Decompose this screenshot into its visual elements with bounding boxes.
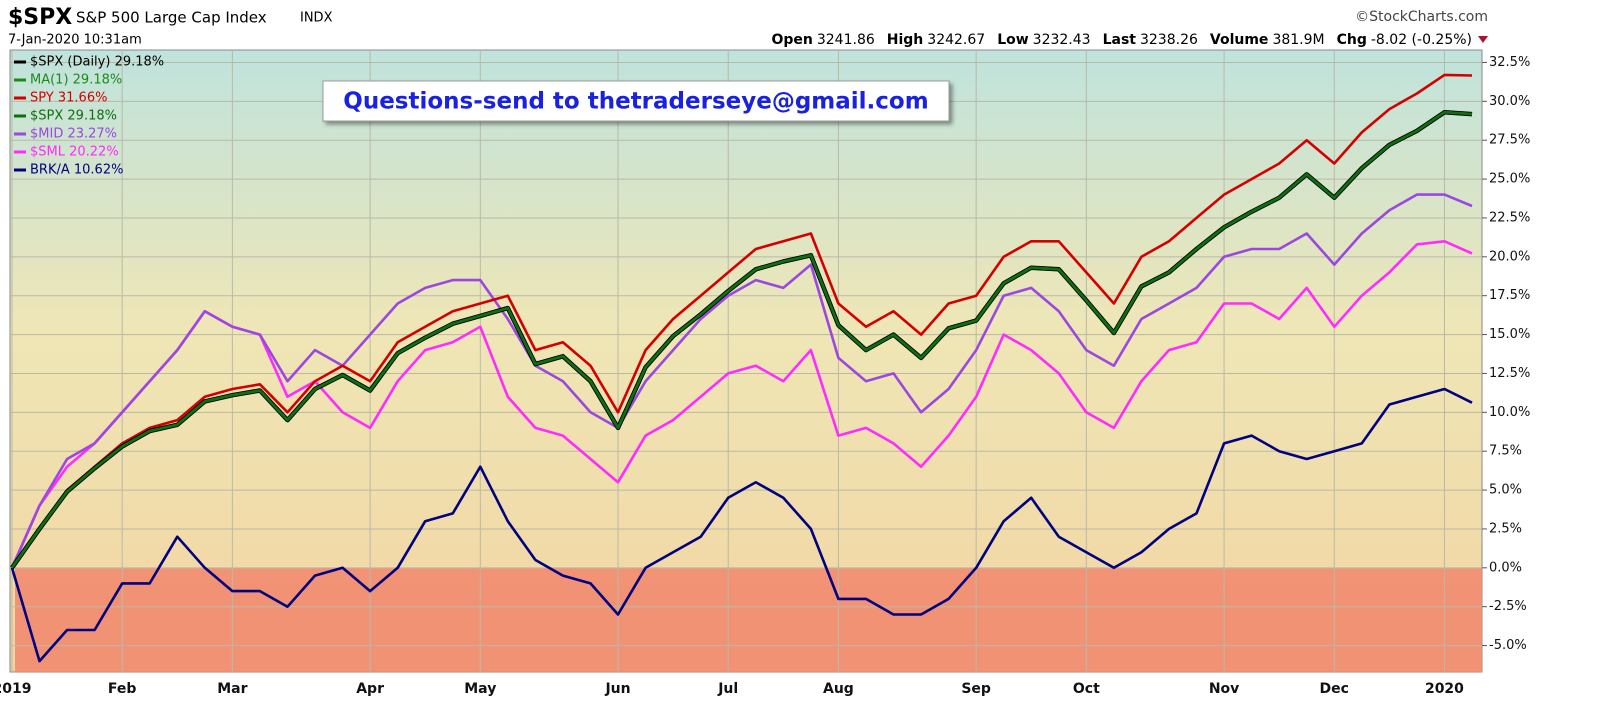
legend-label: MA(1) 29.18% bbox=[30, 73, 122, 88]
y-tick-label: 15.0% bbox=[1489, 327, 1530, 342]
quote-bar: Open 3241.86 High 3242.67 Low 3232.43 Last 3238… bbox=[771, 32, 1472, 48]
quote-value: -8.02 (-0.25%) bbox=[1371, 32, 1472, 48]
annotation: Questions-send to thetraderseye@gmail.co… bbox=[343, 89, 928, 115]
legend-label: SPY 31.66% bbox=[30, 91, 107, 106]
x-tick-label: Apr bbox=[356, 681, 384, 697]
legend-label: $SPX (Daily) 29.18% bbox=[30, 55, 164, 70]
x-tick-label: Mar bbox=[217, 681, 247, 697]
legend-label: $SML 20.22% bbox=[30, 145, 119, 160]
y-tick-label: -5.0% bbox=[1489, 638, 1527, 653]
timestamp: 7-Jan-2020 10:31am bbox=[8, 33, 142, 48]
quote-value: 3241.86 bbox=[817, 32, 875, 48]
y-tick-label: 17.5% bbox=[1489, 288, 1530, 303]
x-tick-label: May bbox=[464, 681, 496, 697]
symbol: $SPX bbox=[8, 5, 72, 30]
x-tick-label: Feb bbox=[108, 681, 137, 697]
x-tick-label: Aug bbox=[823, 681, 854, 697]
series-line bbox=[10, 110, 1473, 569]
legend-label: $MID 23.27% bbox=[30, 127, 117, 142]
y-tick-label: 25.0% bbox=[1489, 172, 1530, 187]
y-tick-label: 30.0% bbox=[1489, 94, 1530, 109]
chart-title: S&P 500 Large Cap Index bbox=[76, 9, 267, 27]
quote-value: 3242.67 bbox=[927, 32, 985, 48]
x-tick-label: Dec bbox=[1320, 681, 1349, 697]
series-line bbox=[10, 387, 1473, 663]
y-tick-label: 22.5% bbox=[1489, 210, 1530, 225]
x-tick-label: Jun bbox=[604, 681, 630, 697]
y-tick-label: 0.0% bbox=[1489, 560, 1522, 575]
x-tick-label: Oct bbox=[1073, 681, 1100, 697]
x-tick-label: Jul bbox=[717, 681, 738, 697]
quote-value: 3238.26 bbox=[1140, 32, 1198, 48]
y-tick-label: 20.0% bbox=[1489, 249, 1530, 264]
series-line bbox=[10, 193, 1473, 569]
y-tick-label: 2.5% bbox=[1489, 521, 1522, 536]
negative-zone bbox=[15, 567, 1482, 672]
y-tick-label: 5.0% bbox=[1489, 483, 1522, 498]
quote-value: 381.9M bbox=[1272, 32, 1324, 48]
y-tick-label: 12.5% bbox=[1489, 366, 1530, 381]
quote-label: Low bbox=[997, 32, 1029, 48]
down-arrow bbox=[1478, 36, 1488, 43]
quote-label: Chg bbox=[1337, 32, 1367, 48]
x-tick-label: Nov bbox=[1209, 681, 1239, 697]
quote-label: Open bbox=[771, 32, 812, 48]
x-tick-label: 2020 bbox=[1425, 681, 1464, 697]
y-tick-label: 10.0% bbox=[1489, 405, 1530, 420]
quote-label: Volume bbox=[1210, 32, 1269, 48]
quote-label: Last bbox=[1103, 32, 1137, 48]
source: ©StockCharts.com bbox=[1355, 9, 1488, 25]
y-tick-label: 32.5% bbox=[1489, 55, 1530, 70]
quote-value: 3232.43 bbox=[1033, 32, 1091, 48]
x-tick-label: 2019 bbox=[0, 681, 31, 697]
quote-label: High bbox=[887, 32, 924, 48]
x-tick-label: Sep bbox=[961, 681, 991, 697]
legend-label: BRK/A 10.62% bbox=[30, 163, 123, 178]
y-tick-label: 7.5% bbox=[1489, 444, 1522, 459]
exchange: INDX bbox=[300, 11, 333, 26]
y-tick-label: -2.5% bbox=[1489, 599, 1527, 614]
y-tick-label: 27.5% bbox=[1489, 133, 1530, 148]
series-line bbox=[10, 73, 1473, 569]
annotation-box bbox=[322, 80, 950, 122]
legend-label: $SPX 29.18% bbox=[30, 109, 117, 124]
